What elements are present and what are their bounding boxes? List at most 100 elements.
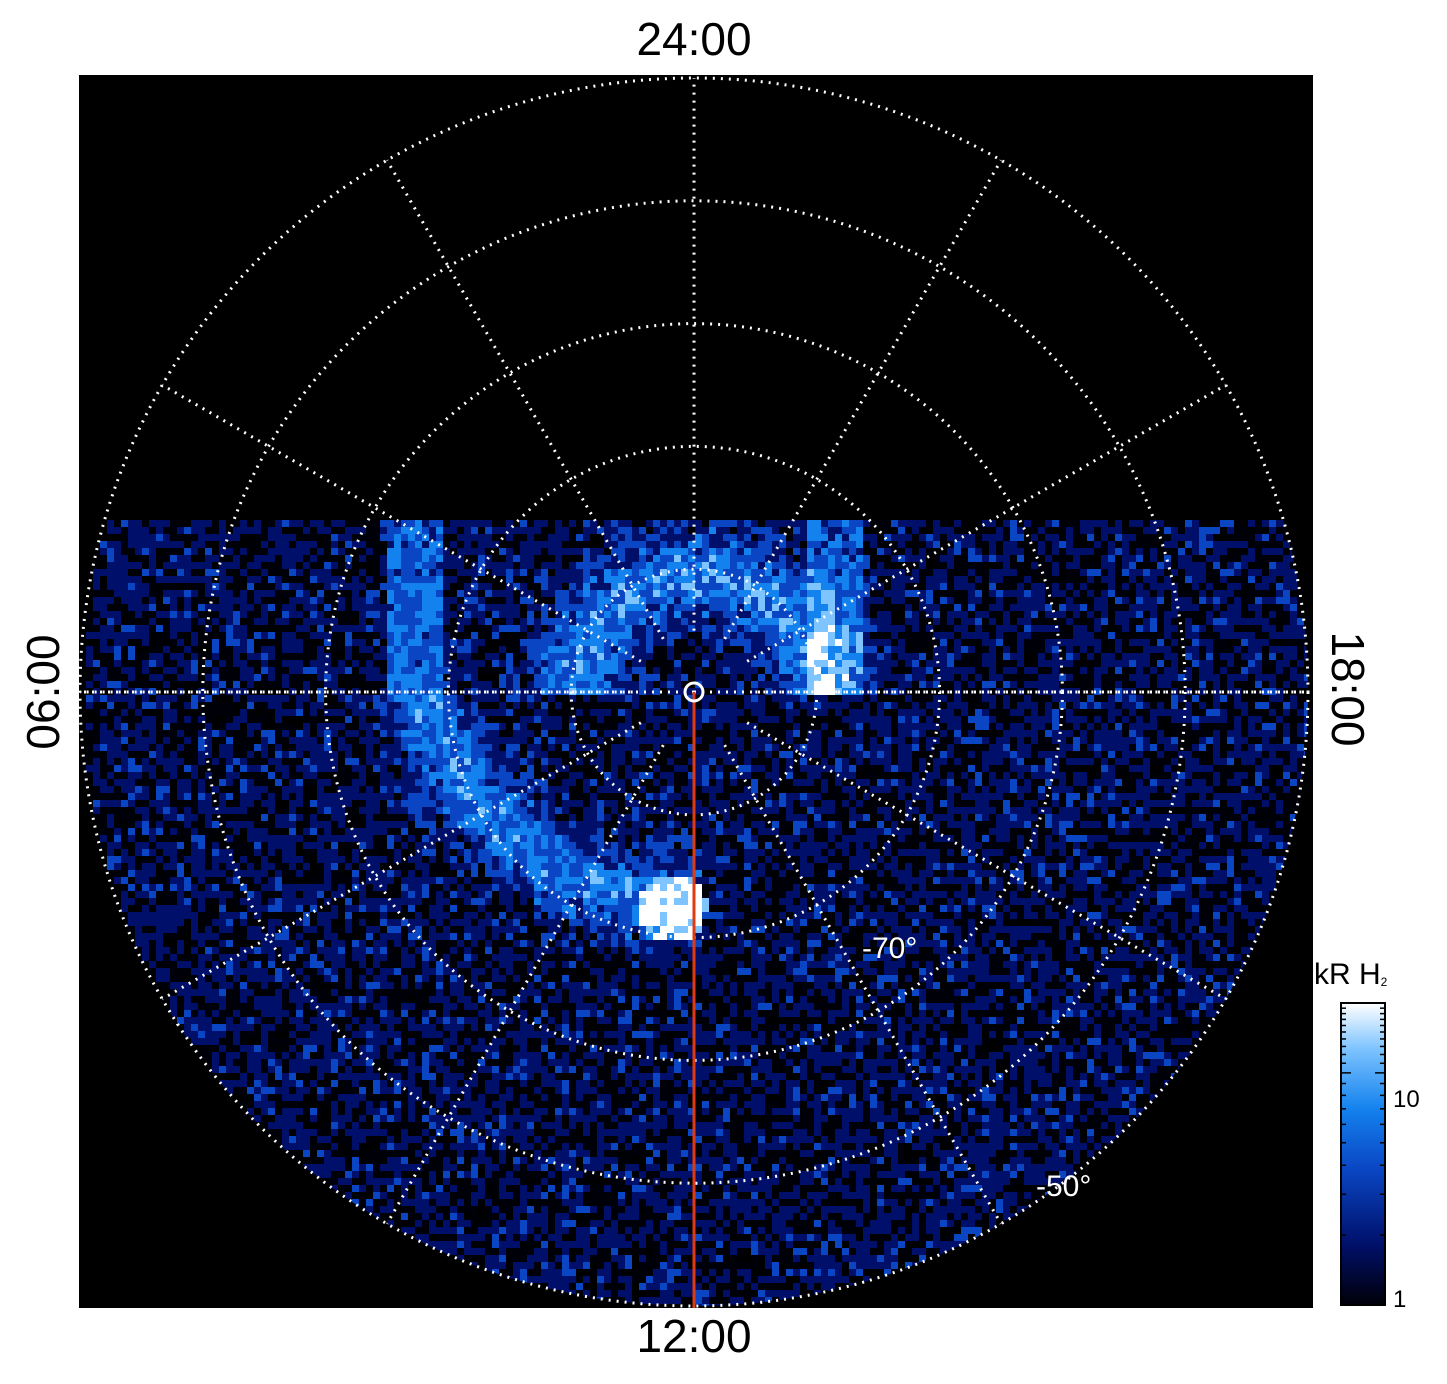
emission-cell	[142, 534, 149, 541]
emission-cell	[492, 541, 499, 548]
emission-cell	[1171, 632, 1178, 639]
emission-cell	[1283, 716, 1290, 723]
emission-cell	[835, 737, 842, 744]
emission-cell	[667, 688, 674, 695]
emission-cell	[205, 709, 212, 716]
emission-cell	[1136, 625, 1143, 632]
emission-cell	[534, 737, 541, 744]
emission-cell	[989, 583, 996, 590]
emission-cell	[1066, 730, 1073, 737]
emission-cell	[261, 667, 268, 674]
emission-cell	[1101, 618, 1108, 625]
emission-cell	[135, 520, 142, 527]
emission-cell	[163, 716, 170, 723]
emission-cell	[149, 653, 156, 660]
emission-cell	[1220, 520, 1227, 527]
emission-cell	[723, 716, 730, 723]
emission-cell	[674, 632, 681, 639]
emission-cell	[989, 667, 996, 674]
emission-cell	[226, 569, 233, 576]
emission-cell	[891, 625, 898, 632]
emission-cell	[1066, 709, 1073, 716]
emission-cell	[1290, 737, 1297, 744]
emission-cell	[646, 667, 653, 674]
emission-cell	[331, 534, 338, 541]
emission-cell	[667, 653, 674, 660]
emission-cell	[961, 597, 968, 604]
emission-cell	[457, 716, 464, 723]
emission-cell	[184, 716, 191, 723]
emission-cell	[1129, 576, 1136, 583]
emission-cell	[723, 632, 730, 639]
emission-cell	[898, 660, 905, 667]
emission-cell	[254, 611, 261, 618]
emission-cell	[877, 597, 884, 604]
emission-cell	[163, 667, 170, 674]
emission-cell	[814, 681, 821, 688]
emission-cell	[1122, 667, 1129, 674]
emission-cell	[1213, 716, 1220, 723]
emission-cell	[485, 604, 492, 611]
emission-cell	[541, 534, 548, 541]
emission-cell	[443, 597, 450, 604]
emission-cell	[422, 709, 429, 716]
emission-cell	[1248, 709, 1255, 716]
emission-cell	[947, 723, 954, 730]
emission-cell	[968, 597, 975, 604]
emission-cell	[415, 723, 422, 730]
emission-cell	[751, 527, 758, 534]
emission-cell	[1241, 632, 1248, 639]
emission-cell	[303, 520, 310, 527]
emission-cell	[548, 716, 555, 723]
emission-cell	[1199, 660, 1206, 667]
emission-cell	[1213, 541, 1220, 548]
emission-cell	[135, 604, 142, 611]
emission-cell	[1045, 716, 1052, 723]
emission-cell	[471, 520, 478, 527]
emission-cell	[1045, 611, 1052, 618]
emission-cell	[730, 681, 737, 688]
emission-cell	[1094, 730, 1101, 737]
emission-cell	[303, 541, 310, 548]
emission-cell	[961, 625, 968, 632]
emission-cell	[492, 527, 499, 534]
emission-cell	[1220, 639, 1227, 646]
emission-cell	[1087, 702, 1094, 709]
emission-cell	[989, 716, 996, 723]
emission-cell	[205, 534, 212, 541]
emission-cell	[296, 681, 303, 688]
emission-cell	[1220, 730, 1227, 737]
emission-cell	[289, 737, 296, 744]
emission-cell	[1108, 569, 1115, 576]
emission-cell	[933, 632, 940, 639]
emission-cell	[345, 646, 352, 653]
emission-cell	[114, 520, 121, 527]
emission-cell	[191, 667, 198, 674]
emission-cell	[667, 681, 674, 688]
emission-cell	[359, 730, 366, 737]
emission-cell	[478, 639, 485, 646]
emission-cell	[436, 695, 443, 702]
emission-cell	[702, 702, 709, 709]
emission-cell	[877, 520, 884, 527]
emission-cell	[268, 681, 275, 688]
emission-cell	[1164, 667, 1171, 674]
emission-cell	[373, 597, 380, 604]
emission-cell	[1276, 555, 1283, 562]
emission-cell	[1087, 590, 1094, 597]
emission-cell	[709, 653, 716, 660]
emission-cell	[1080, 520, 1087, 527]
emission-cell	[611, 660, 618, 667]
emission-cell	[569, 548, 576, 555]
emission-cell	[1115, 709, 1122, 716]
emission-cell	[1227, 653, 1234, 660]
emission-cell	[723, 660, 730, 667]
emission-cell	[135, 611, 142, 618]
emission-cell	[149, 667, 156, 674]
emission-cell	[1122, 681, 1129, 688]
emission-cell	[1276, 709, 1283, 716]
emission-cell	[989, 576, 996, 583]
emission-cell	[464, 541, 471, 548]
emission-cell	[835, 730, 842, 737]
emission-cell	[842, 716, 849, 723]
